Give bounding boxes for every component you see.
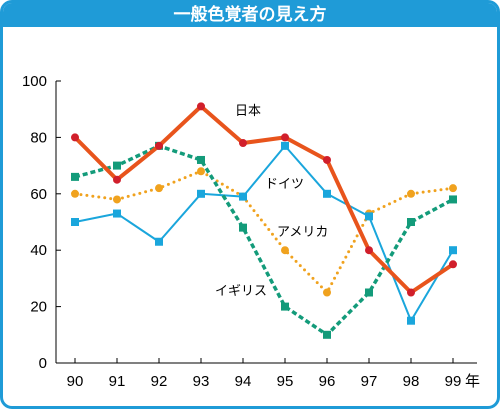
data-point [365, 288, 373, 297]
data-point [449, 246, 457, 255]
series-0 [71, 102, 457, 297]
x-tick-label: 95 [277, 373, 294, 390]
y-tick-label: 0 [39, 355, 47, 372]
data-point [197, 102, 205, 111]
data-point [197, 167, 205, 176]
y-tick-label: 60 [30, 186, 47, 203]
data-point [281, 133, 289, 142]
series-label: イギリス [215, 284, 267, 299]
data-point [407, 288, 415, 297]
data-point [113, 195, 121, 204]
data-point [281, 302, 289, 311]
data-point [323, 189, 331, 198]
data-point [239, 223, 247, 232]
data-point [239, 139, 247, 148]
data-point [113, 161, 121, 170]
data-point [113, 175, 121, 184]
data-point [449, 260, 457, 269]
x-tick-label: 90 [67, 373, 84, 390]
data-point [71, 218, 79, 226]
data-point [197, 189, 205, 198]
x-axis-unit-label: 年 [465, 373, 480, 390]
series-1 [71, 167, 457, 297]
series-line [73, 169, 455, 294]
data-point [281, 246, 289, 255]
data-point [71, 189, 79, 198]
data-point [365, 212, 373, 221]
data-point [407, 218, 415, 226]
x-tick-label: 99 [445, 373, 462, 390]
data-point [407, 189, 415, 198]
data-point [365, 246, 373, 255]
chart-title: 一般色覚者の見え方 [3, 3, 497, 27]
data-point [323, 288, 331, 297]
series-label: アメリカ [277, 225, 328, 240]
data-point [155, 184, 163, 193]
data-point [449, 184, 457, 193]
y-tick-label: 20 [30, 299, 47, 316]
y-tick-label: 100 [22, 73, 47, 90]
data-point [197, 155, 205, 164]
y-tick-label: 80 [30, 129, 47, 146]
x-tick-label: 94 [235, 373, 252, 390]
series-3 [71, 141, 457, 339]
data-point [155, 237, 163, 246]
data-point [323, 330, 331, 339]
y-tick-label: 40 [30, 242, 47, 259]
data-point [323, 155, 331, 164]
x-tick-label: 98 [403, 373, 420, 390]
x-tick-label: 96 [319, 373, 336, 390]
line-chart: 0 20 40 60 80 100 90 91 92 93 94 95 96 97 98 99 年 日本ドイツア… [22, 73, 480, 390]
data-point [71, 133, 79, 142]
x-tick-label: 92 [151, 373, 168, 390]
series-line [73, 104, 455, 295]
data-point [449, 195, 457, 204]
data-point [155, 141, 163, 150]
x-tick-label: 93 [193, 373, 210, 390]
data-point [407, 316, 415, 325]
series-label: ドイツ [265, 177, 304, 192]
x-tick-label: 91 [109, 373, 126, 390]
series-line [74, 144, 454, 337]
data-point [239, 192, 247, 201]
data-point [71, 172, 79, 181]
data-point [281, 141, 289, 150]
series-label: 日本 [235, 104, 261, 119]
data-point [113, 209, 121, 218]
x-tick-label: 97 [361, 373, 378, 390]
